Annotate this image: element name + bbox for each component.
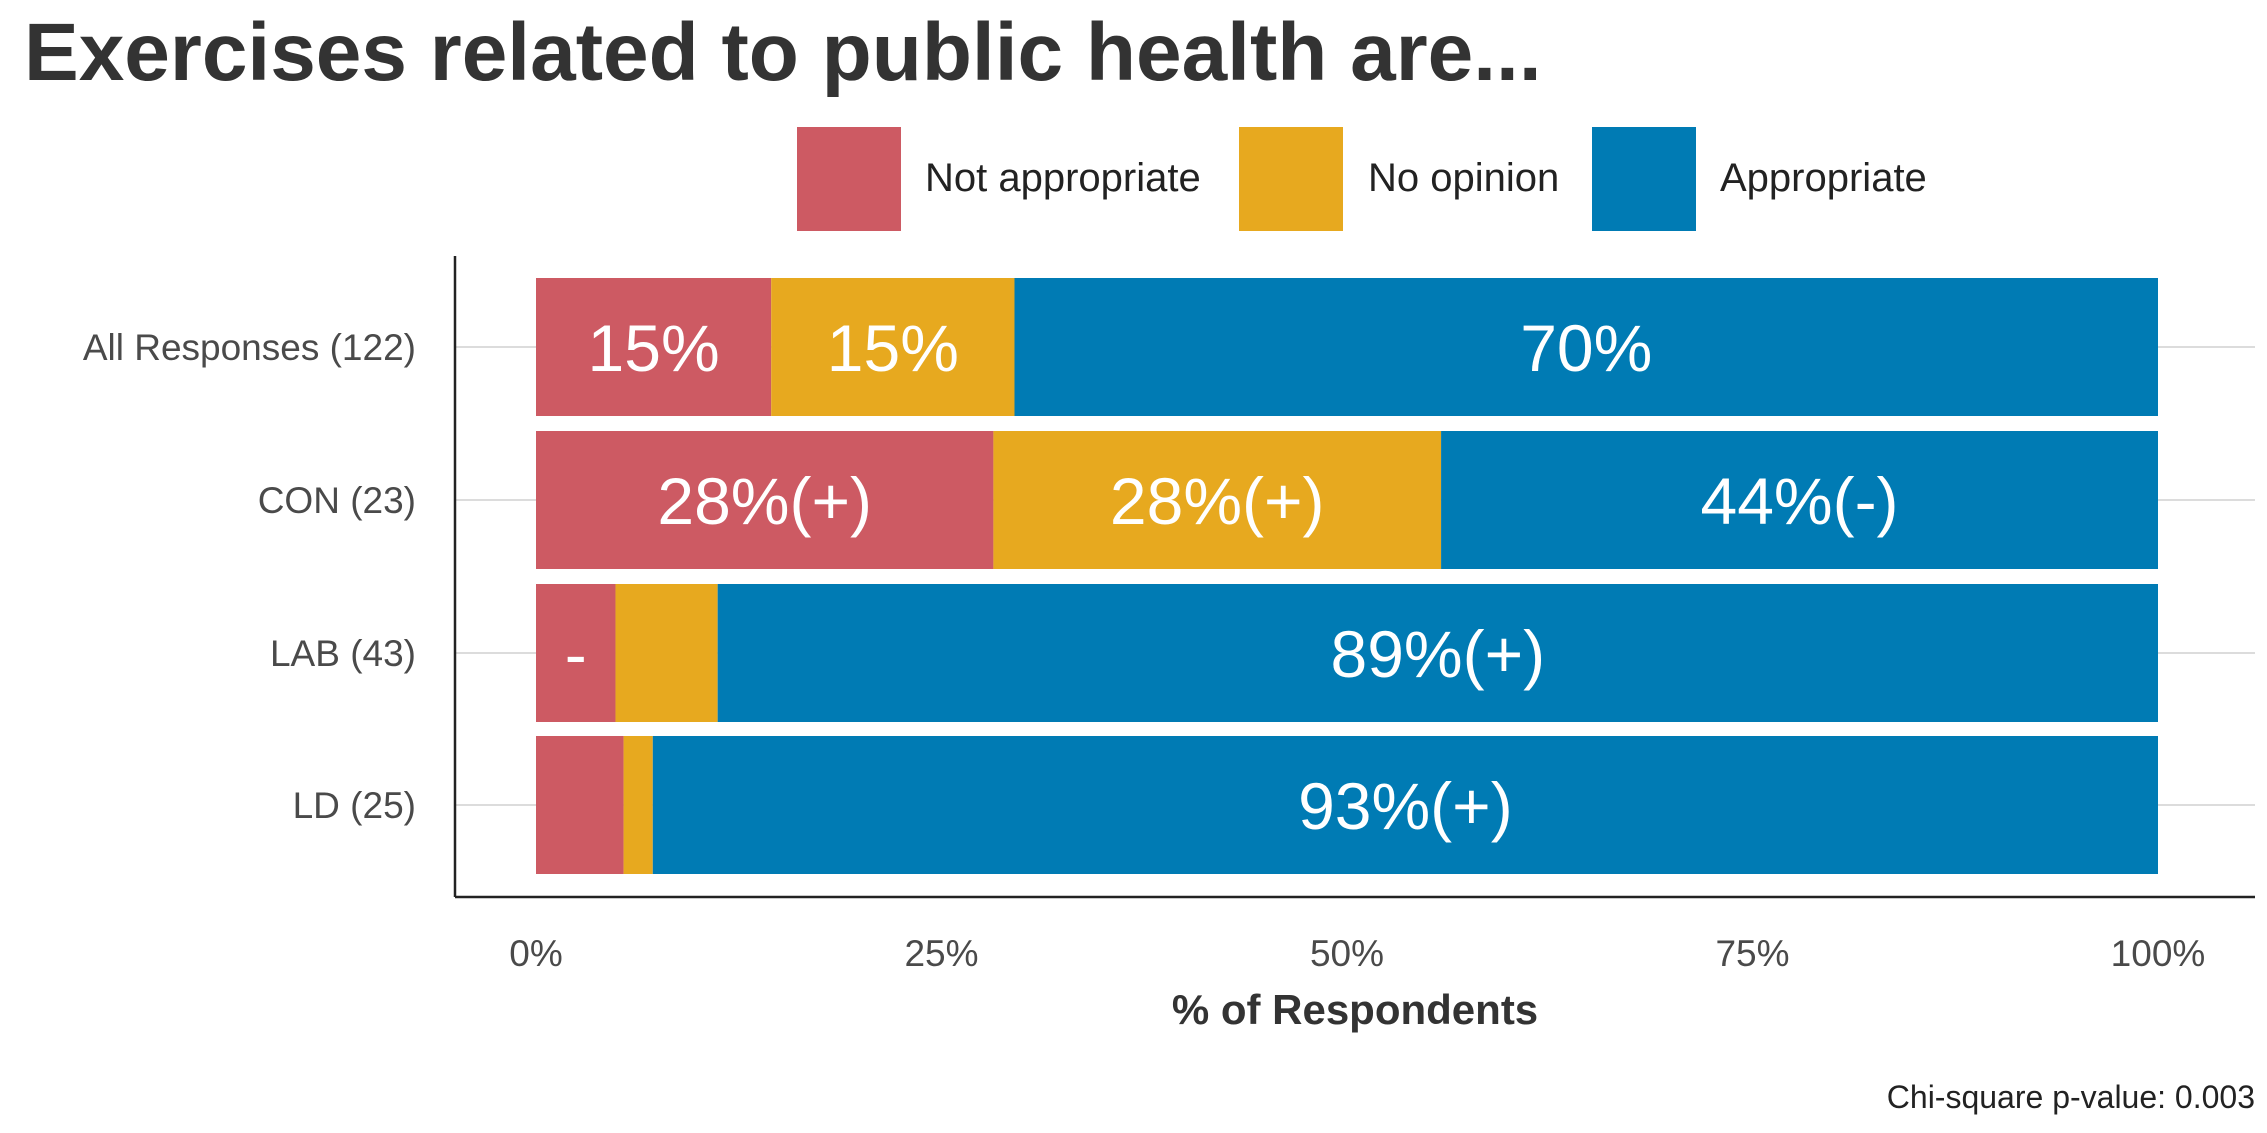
- legend-swatch-no-opinion: [1239, 127, 1343, 231]
- category-labels: All Responses (122) CON (23) LAB (43) LD (2…: [83, 327, 416, 826]
- bar-ld-25-not-appropriate: [536, 736, 624, 874]
- bar-con-23-not-appropriate: [536, 431, 994, 569]
- data-label-lab-43-appropriate: 89%(+): [1331, 617, 1546, 691]
- data-label-all-responses-122-no-opinion: 15%: [827, 311, 959, 385]
- data-label-all-responses-122-appropriate: 70%: [1520, 311, 1652, 385]
- data-label-con-23-appropriate: 44%(-): [1701, 464, 1899, 538]
- bar-con-23-appropriate: [1441, 431, 2158, 569]
- category-label-ld-25: LD (25): [293, 785, 416, 826]
- bar-all-responses-122-appropriate: [1014, 278, 2158, 416]
- chi-square-annotation: Chi-square p-value: 0.003: [1887, 1079, 2255, 1115]
- x-tick-label-0: 0%: [509, 933, 562, 974]
- category-label-con-23: CON (23): [258, 480, 416, 521]
- legend-swatch-appropriate: [1592, 127, 1696, 231]
- bar-lab-43-appropriate: [717, 584, 2158, 722]
- data-label-con-23-not-appropriate: 28%(+): [657, 464, 872, 538]
- legend-label-appropriate: Appropriate: [1720, 156, 1927, 200]
- data-label-lab-43-not-appropriate: -: [565, 617, 587, 691]
- legend: Not appropriate No opinion Appropriate: [797, 127, 1927, 231]
- x-tick-label-2: 50%: [1310, 933, 1384, 974]
- category-label-lab-43: LAB (43): [270, 633, 416, 674]
- bar-all-responses-122-not-appropriate: [536, 278, 772, 416]
- bar-lab-43-not-appropriate: [536, 584, 616, 722]
- bar-ld-25-appropriate: [652, 736, 2159, 874]
- bar-all-responses-122-no-opinion: [771, 278, 1015, 416]
- data-labels: 15% 15% 70% 28%(+) 28%(+) 44%(-) - 89%(+) 93%(+): [565, 311, 1899, 843]
- legend-swatch-not-appropriate: [797, 127, 901, 231]
- x-tick-label-4: 100%: [2111, 933, 2206, 974]
- legend-label-not-appropriate: Not appropriate: [925, 156, 1201, 200]
- bar-lab-43-no-opinion: [615, 584, 718, 722]
- bar-con-23-no-opinion: [993, 431, 1442, 569]
- x-tick-labels: 0% 25% 50% 75% 100%: [509, 933, 2205, 974]
- x-tick-label-1: 25%: [904, 933, 978, 974]
- category-label-all-responses-122: All Responses (122): [83, 327, 416, 368]
- x-tick-label-3: 75%: [1715, 933, 1789, 974]
- chart-title: Exercises related to public health are..…: [24, 7, 1542, 98]
- x-axis-title: % of Respondents: [1172, 986, 1538, 1033]
- data-label-ld-25-appropriate: 93%(+): [1298, 769, 1513, 843]
- data-label-con-23-no-opinion: 28%(+): [1110, 464, 1325, 538]
- axes: [453, 256, 2255, 899]
- legend-label-no-opinion: No opinion: [1368, 156, 1559, 200]
- bars: [536, 278, 2159, 874]
- data-label-all-responses-122-not-appropriate: 15%: [588, 311, 720, 385]
- bar-ld-25-no-opinion: [623, 736, 653, 874]
